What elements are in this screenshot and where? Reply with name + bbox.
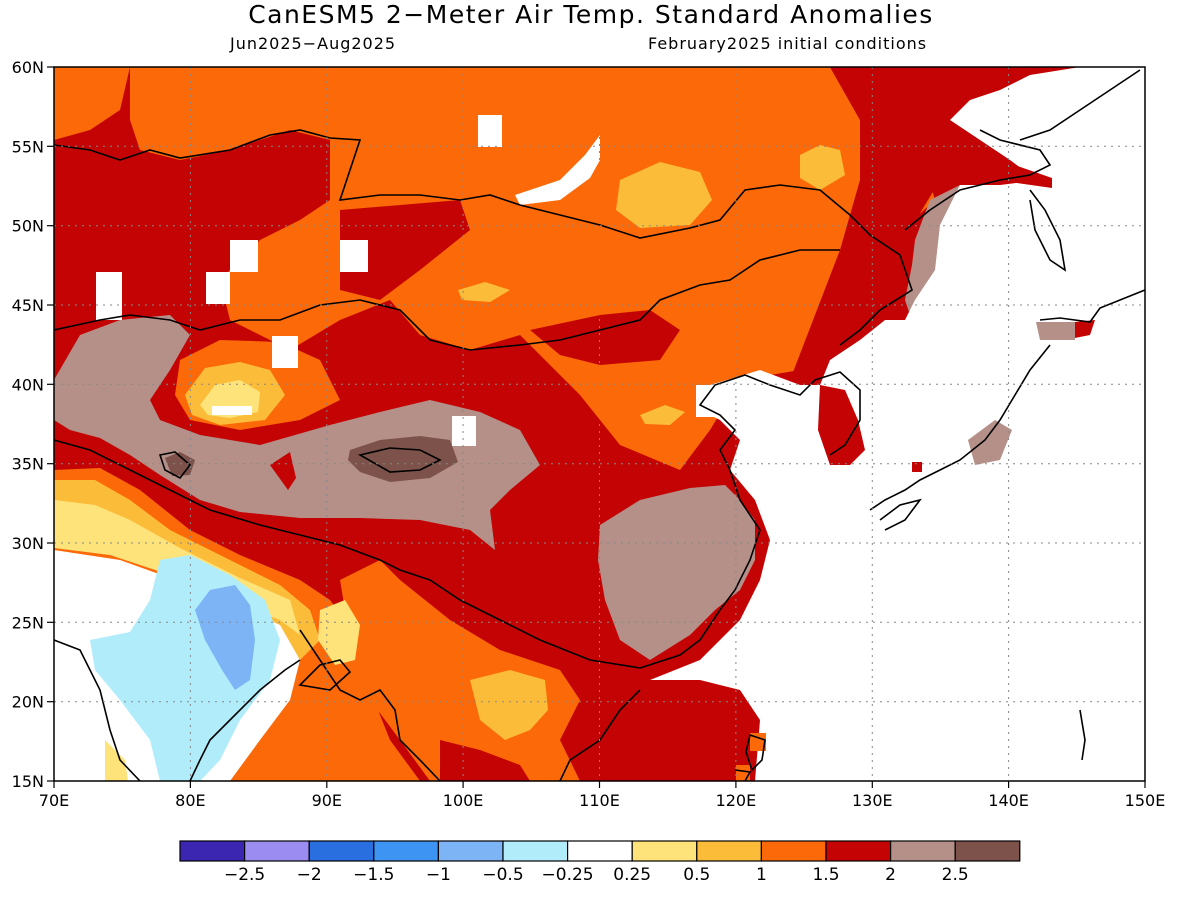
longitude-labels: 70E 80E 90E 100E 110E 120E 130E 140E 150… bbox=[39, 791, 1166, 810]
field-0.25-tarim-core bbox=[212, 406, 252, 415]
colorbar-swatch bbox=[760, 840, 827, 862]
colorbar-label: −1 bbox=[426, 865, 451, 885]
masked-lake-zaysan bbox=[230, 240, 258, 272]
masked-lake-alakol bbox=[206, 272, 230, 304]
lat-label-50N: 50N bbox=[12, 217, 44, 236]
field-1-1.5-taiwan-land bbox=[750, 733, 766, 751]
forecast-period: Jun2025−Aug2025 bbox=[230, 34, 397, 53]
field-1.5-2-korea-land bbox=[818, 385, 865, 465]
masked-lake-uvs bbox=[340, 240, 368, 272]
field-0.5-1-transbaikal bbox=[800, 145, 845, 190]
colorbar: −2.5 −2 −1.5 −1 −0.5 −0.25 0.25 0.5 1 1.5 2 2.5 bbox=[179, 840, 1021, 885]
tick-marks bbox=[47, 66, 1146, 788]
masked-lake-baikal bbox=[515, 135, 600, 205]
colorbar-label: 0.25 bbox=[613, 865, 651, 885]
lon-label-140E: 140E bbox=[988, 791, 1029, 810]
colorbar-swatch bbox=[889, 840, 956, 862]
lon-label-100E: 100E bbox=[443, 791, 484, 810]
colorbar-label: −2 bbox=[297, 865, 322, 885]
coastlines-borders bbox=[54, 69, 1145, 781]
colorbar-swatch bbox=[437, 840, 504, 862]
lat-label-35N: 35N bbox=[12, 455, 44, 474]
field-1-1.5-philippines-land bbox=[736, 765, 750, 781]
colorbar-label: 1.5 bbox=[812, 865, 839, 885]
colorbar-swatch bbox=[566, 840, 633, 862]
colorbar-label: 2 bbox=[885, 865, 896, 885]
colorbar-label: 0.5 bbox=[683, 865, 710, 885]
lat-label-25N: 25N bbox=[12, 613, 44, 632]
lat-label-60N: 60N bbox=[12, 58, 44, 77]
lat-label-20N: 20N bbox=[12, 693, 44, 712]
colorbar-swatch bbox=[244, 840, 310, 862]
lon-label-70E: 70E bbox=[39, 791, 69, 810]
masked-lake-qinghai bbox=[452, 416, 476, 446]
field-2.5-plus-tibet bbox=[348, 436, 458, 482]
colorbar-swatch bbox=[954, 840, 1021, 862]
lat-label-30N: 30N bbox=[12, 534, 44, 553]
field-hokkaido-land bbox=[1036, 322, 1075, 340]
field-0.5-1-indochina bbox=[470, 670, 548, 740]
field-1-1.5-northwest bbox=[54, 67, 130, 140]
colorbar-swatch bbox=[631, 840, 698, 862]
field-hokkaido-red bbox=[1075, 320, 1095, 338]
field-1-1.5-north bbox=[130, 67, 935, 470]
masked-ocean bbox=[650, 67, 1145, 781]
field-1.5-2-tibet-notch bbox=[270, 452, 296, 490]
field-1.5-2-mongolia bbox=[340, 200, 470, 300]
field-0.25-0.5-lower-left bbox=[105, 740, 128, 781]
masked-lake-balkhash bbox=[96, 272, 122, 320]
field-2-2.5-tibet bbox=[54, 315, 540, 550]
field-1.5-2-south-china bbox=[440, 740, 530, 781]
lon-label-90E: 90E bbox=[312, 791, 342, 810]
field-2-2.5-japan-land bbox=[968, 420, 1012, 465]
lon-label-150E: 150E bbox=[1125, 791, 1166, 810]
field-1.5-2-northeast bbox=[790, 67, 1020, 380]
lat-label-55N: 55N bbox=[12, 137, 44, 156]
anomaly-field bbox=[54, 67, 1145, 781]
colorbar-swatch bbox=[696, 840, 762, 862]
lat-label-40N: 40N bbox=[12, 375, 44, 394]
gridlines bbox=[54, 67, 1145, 781]
colorbar-label: −2.5 bbox=[224, 865, 265, 885]
lat-label-15N: 15N bbox=[12, 772, 44, 791]
colorbar-swatch bbox=[825, 840, 892, 862]
map-title: CanESM5 2−Meter Air Temp. Standard Anoma… bbox=[248, 0, 934, 29]
colorbar-label: −0.25 bbox=[542, 865, 594, 885]
field-0.25-0.5-burma bbox=[318, 600, 360, 665]
field-ne-strip bbox=[1000, 160, 1052, 188]
lon-label-110E: 110E bbox=[579, 791, 620, 810]
masked-lake-khuvsgul bbox=[478, 115, 502, 147]
colorbar-swatch bbox=[179, 840, 246, 862]
colorbar-swatch bbox=[308, 840, 375, 862]
field-1.5-2-inner-mongolia bbox=[530, 310, 680, 365]
field-kyushu-land bbox=[912, 462, 922, 472]
colorbar-label: 2.5 bbox=[942, 865, 969, 885]
lon-label-130E: 130E bbox=[852, 791, 893, 810]
field-0.5-1-north-china bbox=[640, 405, 685, 425]
masked-lake-issyk bbox=[272, 336, 298, 368]
field-0.5-1-gobi bbox=[458, 282, 510, 302]
colorbar-swatch bbox=[373, 840, 439, 862]
latitude-labels: 15N 20N 25N 30N 35N 40N 45N 50N 55N 60N bbox=[12, 58, 44, 791]
lat-label-45N: 45N bbox=[12, 296, 44, 315]
colorbar-swatch bbox=[502, 840, 569, 862]
field-2-2.5-southeast-china bbox=[598, 485, 755, 660]
initial-conditions: February2025 initial conditions bbox=[648, 34, 928, 53]
colorbar-label: −0.5 bbox=[482, 865, 523, 885]
colorbar-label: 1 bbox=[756, 865, 767, 885]
lon-label-120E: 120E bbox=[716, 791, 757, 810]
lon-label-80E: 80E bbox=[175, 791, 205, 810]
field-0.5-1-mongolia bbox=[616, 162, 712, 228]
field-minus0.5-minus1-india bbox=[195, 585, 255, 690]
colorbar-label: −1.5 bbox=[353, 865, 394, 885]
